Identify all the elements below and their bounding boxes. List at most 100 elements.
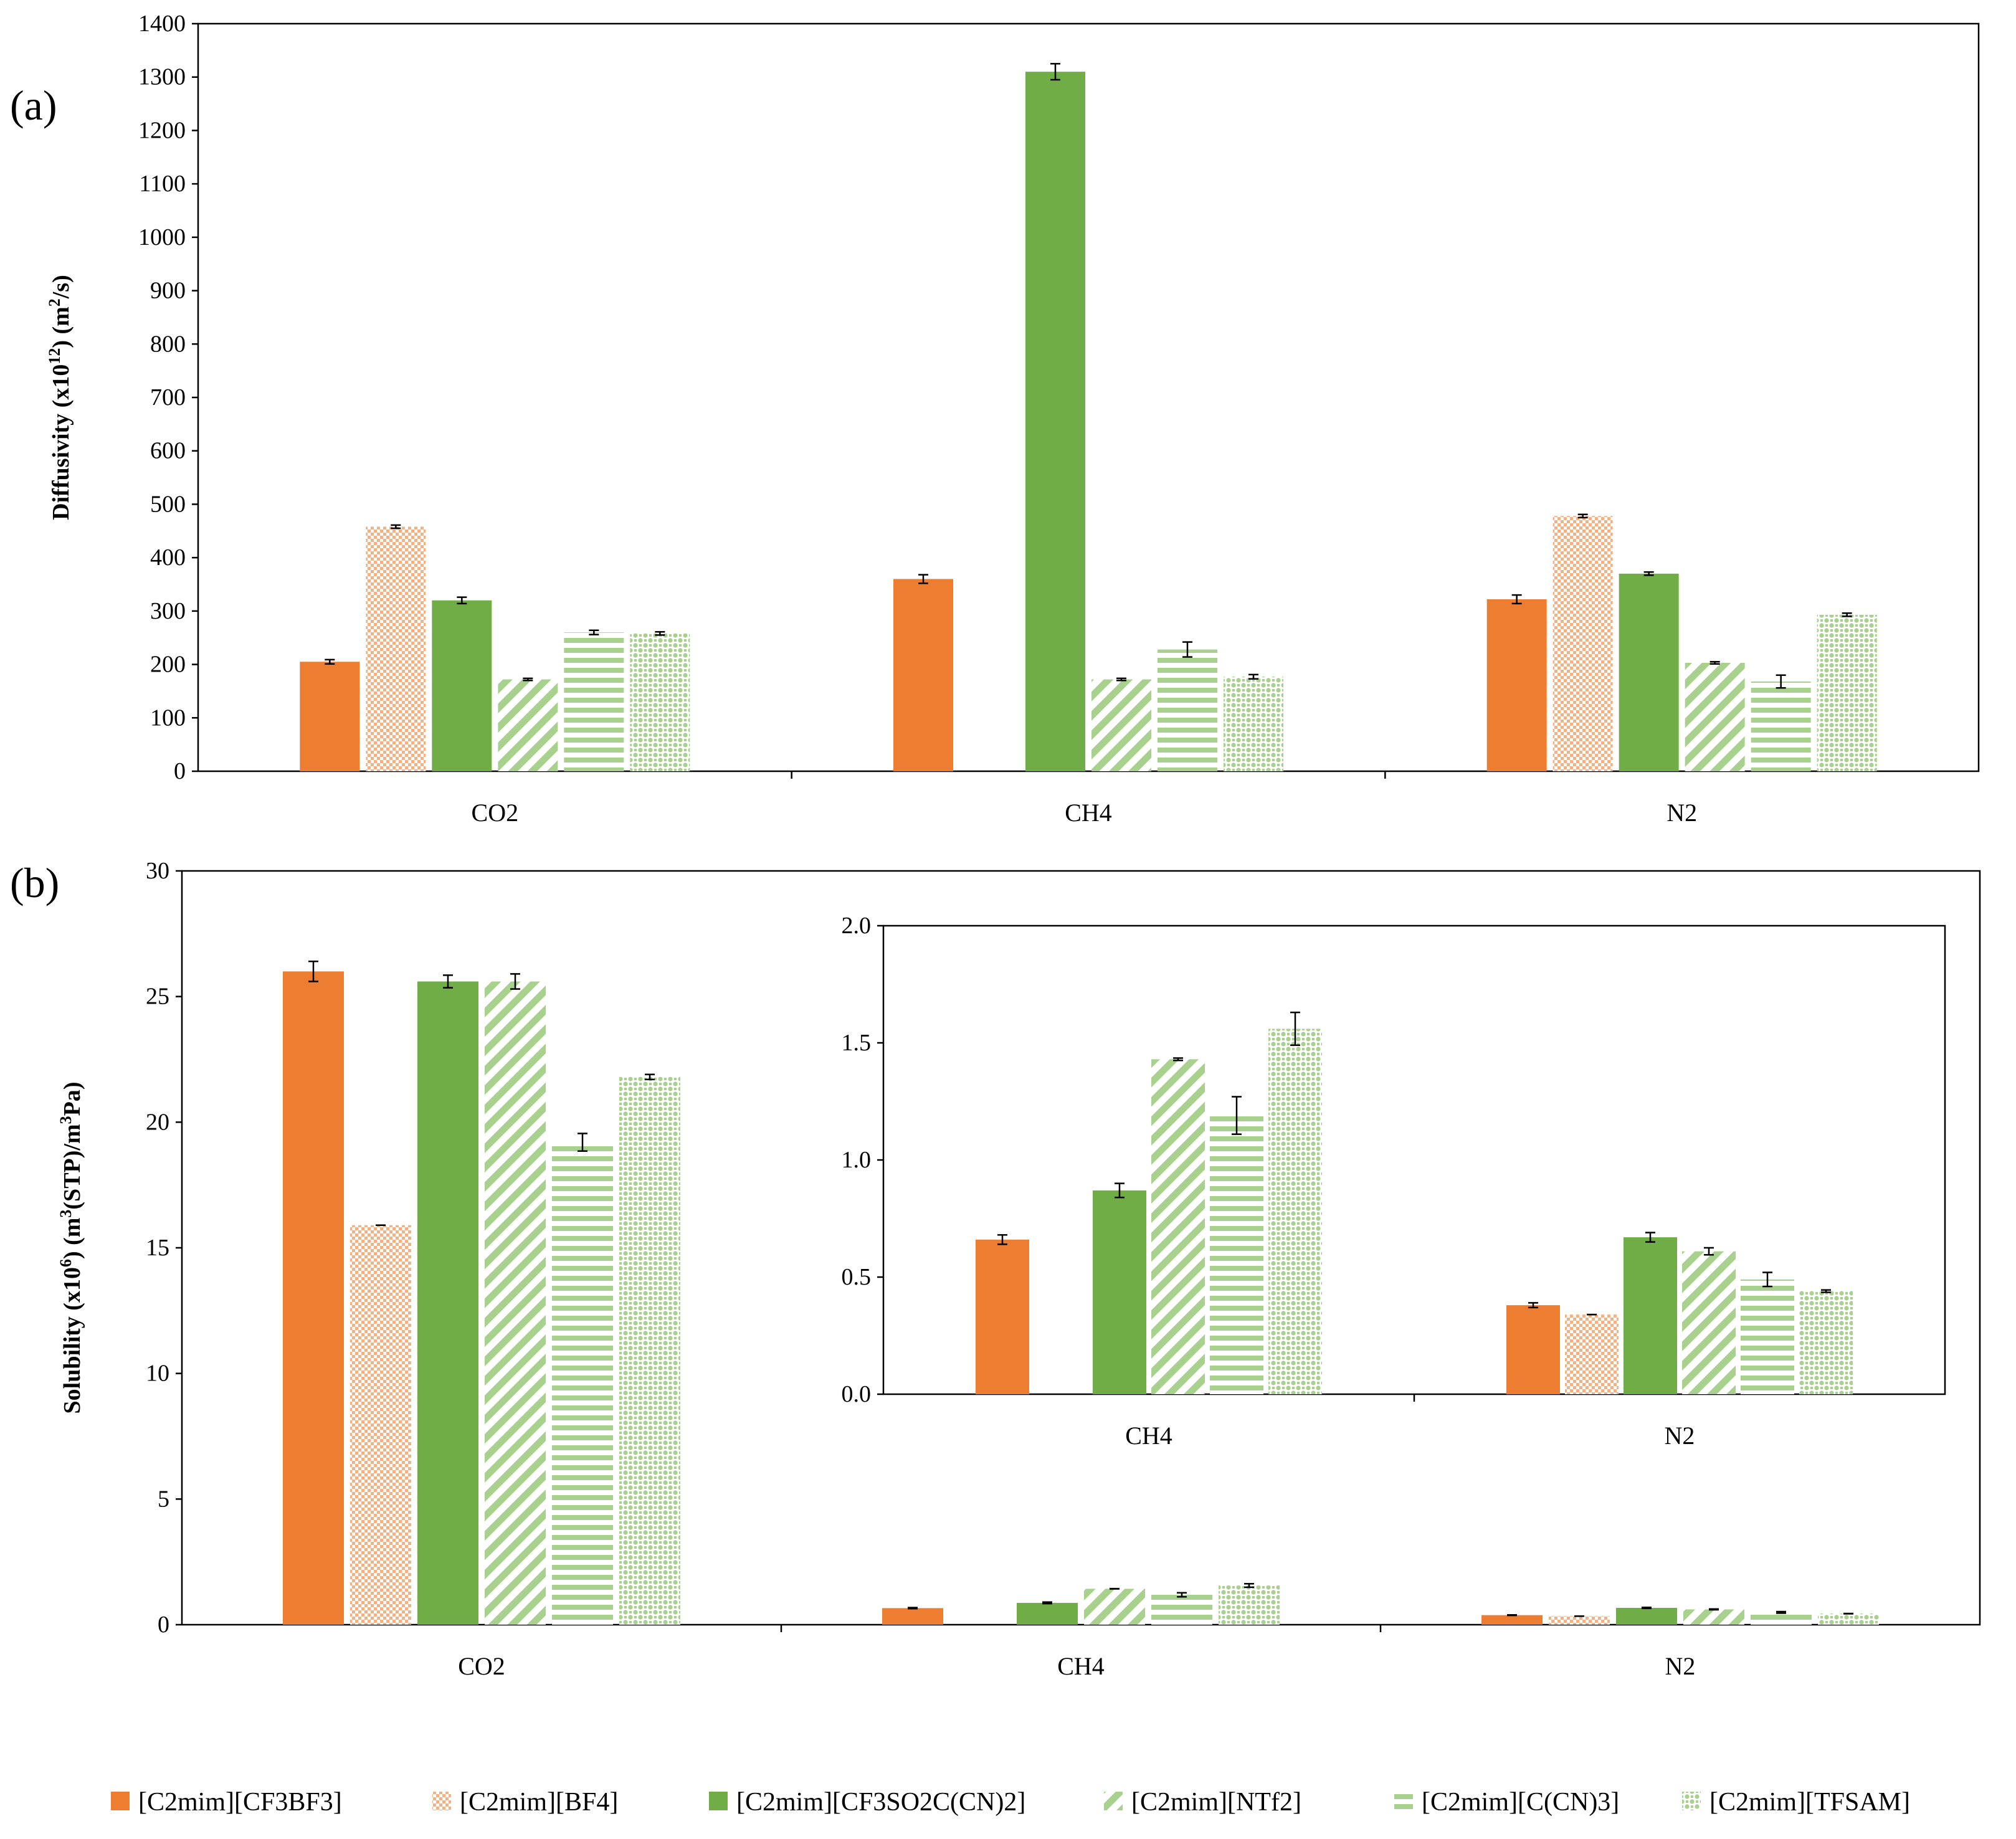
bar bbox=[976, 1239, 1029, 1394]
bar bbox=[350, 1225, 411, 1625]
error-bar bbox=[997, 1234, 1007, 1245]
y-tick-label: 1.5 bbox=[842, 1030, 872, 1056]
bar bbox=[366, 526, 426, 771]
legend-label: [C2mim][CF3SO2C(CN)2] bbox=[736, 1788, 1025, 1817]
legend-label: [C2mim][TFSAM] bbox=[1709, 1788, 1910, 1817]
legend-label: [C2mim][CF3BF3] bbox=[138, 1788, 342, 1817]
bar bbox=[1741, 1279, 1794, 1394]
error-bar bbox=[1232, 1096, 1242, 1135]
error-bar bbox=[1709, 661, 1720, 665]
legend-label: [C2mim][C(CN)3] bbox=[1422, 1788, 1619, 1817]
error-bar bbox=[510, 973, 520, 990]
bar bbox=[1158, 649, 1217, 771]
bar bbox=[1619, 573, 1679, 771]
legend-item: [C2mim][BF4] bbox=[432, 1788, 618, 1817]
y-tick-label: 700 bbox=[150, 384, 186, 411]
category-label: N2 bbox=[1665, 1422, 1695, 1450]
error-bar bbox=[1842, 612, 1852, 617]
error-bar bbox=[1642, 1606, 1652, 1610]
error-bar bbox=[1776, 1610, 1786, 1614]
chart-a: 0 100 200 300 400 500 600 700 800 900 1000 1100 1200… bbox=[45, 11, 1980, 827]
error-bar bbox=[1042, 1601, 1052, 1605]
bar bbox=[552, 1142, 613, 1625]
error-bar bbox=[1776, 674, 1786, 689]
bar bbox=[1817, 614, 1877, 771]
legend-label: [C2mim][NTf2] bbox=[1131, 1788, 1301, 1817]
bar bbox=[1683, 1609, 1744, 1625]
panel-a-label: (a) bbox=[10, 82, 57, 129]
y-tick-label: 10 bbox=[146, 1361, 169, 1387]
y-tick-label: 800 bbox=[150, 331, 186, 357]
bar bbox=[1210, 1115, 1263, 1394]
legend-swatch bbox=[1104, 1792, 1123, 1810]
error-bar bbox=[325, 658, 335, 665]
error-bar bbox=[1115, 1182, 1124, 1199]
category-label: CO2 bbox=[458, 1652, 505, 1680]
bar bbox=[1268, 1029, 1322, 1394]
legend-item: [C2mim][CF3BF3] bbox=[111, 1788, 342, 1817]
y-tick-label: 1300 bbox=[138, 64, 186, 90]
error-bar bbox=[1577, 513, 1588, 519]
error-bar bbox=[443, 974, 453, 989]
y-tick-label: 200 bbox=[150, 652, 186, 678]
bar bbox=[1025, 72, 1085, 772]
bar bbox=[1685, 663, 1745, 771]
bar bbox=[1224, 677, 1283, 771]
bar bbox=[1624, 1237, 1677, 1394]
bar bbox=[1093, 1190, 1146, 1394]
bar bbox=[1091, 679, 1151, 771]
error-bar bbox=[1244, 1583, 1254, 1589]
legend-item: [C2mim][TFSAM] bbox=[1682, 1788, 1910, 1817]
error-bar bbox=[457, 596, 467, 605]
y-tick-label: 2.0 bbox=[842, 913, 872, 939]
y-tick-label: 1000 bbox=[138, 224, 186, 250]
bar bbox=[1084, 1589, 1145, 1625]
legend-label: [C2mim][BF4] bbox=[460, 1788, 618, 1817]
y-tick-label: 1400 bbox=[138, 11, 186, 37]
bar bbox=[1549, 1616, 1610, 1625]
bar bbox=[432, 600, 492, 771]
error-bar bbox=[1709, 1608, 1719, 1611]
bar bbox=[1818, 1613, 1879, 1625]
error-bar bbox=[589, 629, 599, 635]
bar bbox=[1751, 1612, 1812, 1625]
bar bbox=[1151, 1059, 1205, 1394]
y-tick-label: 500 bbox=[150, 491, 186, 517]
error-bar bbox=[523, 677, 533, 682]
bar bbox=[1565, 1314, 1619, 1394]
legend: [C2mim][CF3BF3] [C2mim][BF4] [C2mim][CF3SO… bbox=[111, 1788, 1910, 1817]
error-bar bbox=[1821, 1289, 1831, 1293]
y-tick-label: 20 bbox=[146, 1109, 169, 1135]
bar bbox=[1486, 599, 1547, 771]
error-bar bbox=[391, 524, 401, 530]
error-bar bbox=[308, 960, 318, 982]
error-bar bbox=[578, 1133, 587, 1152]
y-axis-label: Diffusivity (x1012) (m2/s) bbox=[45, 275, 75, 520]
bar bbox=[1481, 1615, 1543, 1625]
error-bar bbox=[1762, 1271, 1772, 1288]
legend-swatch bbox=[111, 1792, 130, 1810]
legend-swatch bbox=[1682, 1792, 1701, 1810]
y-tick-label: 300 bbox=[150, 598, 186, 624]
bar bbox=[1751, 682, 1811, 771]
bar bbox=[619, 1076, 680, 1625]
y-tick-label: 0.0 bbox=[842, 1381, 872, 1407]
bar bbox=[283, 971, 344, 1625]
bar bbox=[1616, 1607, 1677, 1625]
y-tick-label: 15 bbox=[146, 1235, 169, 1261]
bar bbox=[1151, 1595, 1212, 1625]
y-tick-label: 600 bbox=[150, 438, 186, 464]
category-label: N2 bbox=[1665, 1652, 1696, 1680]
bar bbox=[417, 981, 478, 1625]
panel-b-label: (b) bbox=[10, 859, 59, 906]
error-bar bbox=[1511, 594, 1522, 605]
error-bar bbox=[655, 631, 665, 636]
bar bbox=[1506, 1305, 1560, 1394]
bar bbox=[1682, 1251, 1736, 1394]
y-tick-label: 100 bbox=[150, 705, 186, 731]
error-bar bbox=[1177, 1592, 1187, 1598]
chart-b-inset: 0.0 0.5 1.0 1.5 2.0 CH4 N2 bbox=[829, 913, 1947, 1450]
error-bar bbox=[1116, 677, 1126, 682]
legend-swatch bbox=[709, 1792, 728, 1810]
